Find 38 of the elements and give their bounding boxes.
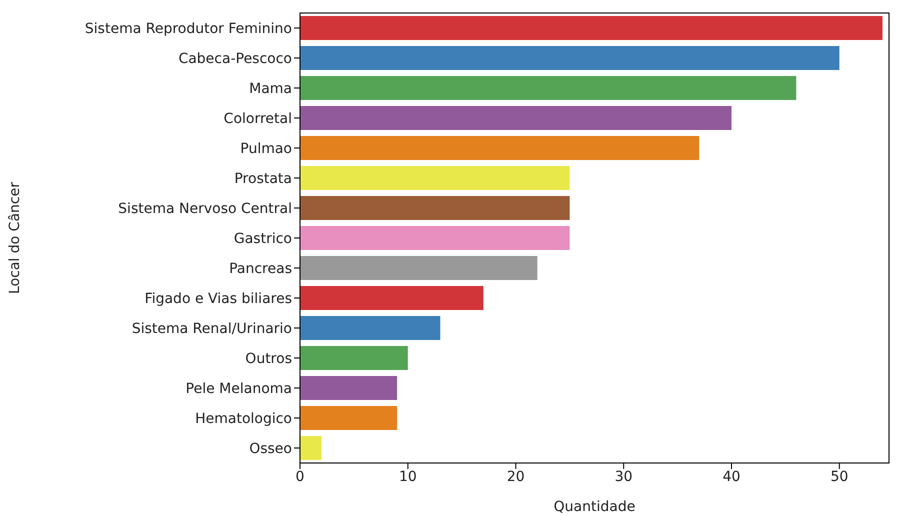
- x-tick-label: 20: [506, 468, 525, 485]
- bar: [300, 106, 732, 130]
- y-tick-label: Outros: [245, 350, 292, 367]
- x-axis-title: Quantidade: [554, 499, 636, 515]
- x-tick-label: 30: [614, 468, 633, 485]
- y-tick-label: Hematologico: [195, 410, 292, 427]
- y-axis-title: Local do Câncer: [6, 182, 23, 294]
- bar: [300, 286, 484, 310]
- y-tick-label: Gastrico: [234, 230, 292, 247]
- y-tick-label: Sistema Reprodutor Feminino: [84, 20, 292, 37]
- y-tick-label: Pulmao: [240, 140, 292, 157]
- x-tick-label: 40: [722, 468, 740, 485]
- bar: [300, 406, 398, 430]
- bar: [300, 256, 538, 280]
- bar: [300, 316, 440, 340]
- x-tick-label: 10: [398, 468, 417, 485]
- x-tick-label: 50: [830, 468, 848, 485]
- bar: [300, 376, 398, 400]
- y-tick-label: Colorretal: [224, 110, 292, 127]
- bar: [300, 346, 408, 370]
- y-tick-label: Pancreas: [229, 260, 292, 277]
- y-tick-label: Pele Melanoma: [186, 380, 292, 397]
- y-tick-label: Prostata: [234, 170, 292, 187]
- bar: [300, 436, 322, 460]
- bar: [300, 76, 796, 100]
- y-tick-label: Sistema Nervoso Central: [118, 200, 292, 217]
- y-tick-label: Figado e Vias biliares: [144, 290, 292, 307]
- bar: [300, 166, 570, 190]
- y-tick-label: Osseo: [249, 440, 292, 457]
- bar: [300, 46, 840, 70]
- y-tick-label: Mama: [249, 80, 292, 97]
- x-tick-label: 0: [296, 468, 304, 485]
- y-tick-label: Sistema Renal/Urinario: [132, 320, 292, 337]
- bar: [300, 136, 700, 160]
- y-tick-label: Cabeca-Pescoco: [178, 50, 292, 67]
- bar: [300, 16, 883, 40]
- bar: [300, 226, 570, 250]
- bar: [300, 196, 570, 220]
